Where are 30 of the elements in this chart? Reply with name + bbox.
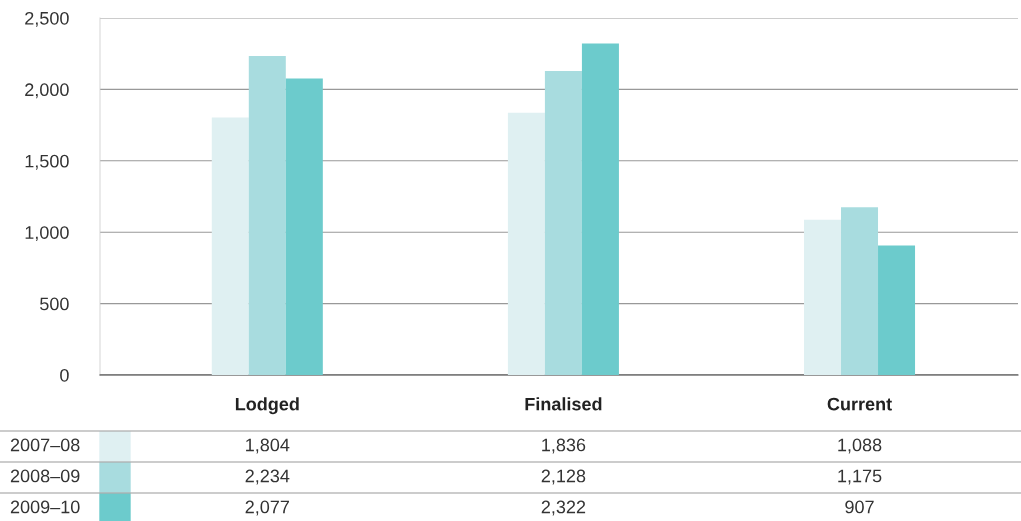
y-tick-label: 1,500	[25, 154, 69, 170]
bar	[285, 78, 323, 375]
y-tick-label: 1,000	[25, 226, 69, 242]
data-label: 1,175	[838, 469, 882, 485]
legend-label: 2007–08	[10, 438, 80, 452]
x-tick-label: Finalised	[525, 397, 602, 411]
y-tick-label: 2,500	[25, 11, 69, 27]
legend-label: 2009–10	[10, 500, 80, 514]
bar	[878, 245, 916, 375]
bar	[507, 112, 545, 375]
data-label: 2,128	[541, 469, 586, 485]
x-tick-label: Current	[827, 397, 892, 411]
bar	[804, 219, 842, 375]
data-label: 2,234	[245, 469, 290, 485]
bar	[211, 117, 249, 375]
data-label: 2,322	[541, 500, 586, 516]
bar	[841, 207, 879, 375]
data-label: 1,836	[542, 438, 586, 454]
bar	[581, 43, 619, 375]
y-tick-label: 500	[40, 297, 69, 311]
y-tick-label: 2,000	[25, 83, 69, 99]
data-label: 1,804	[246, 438, 290, 454]
x-tick-label: Lodged	[235, 397, 299, 415]
bar	[544, 71, 582, 375]
bar	[248, 55, 286, 375]
y-tick-label: 0	[60, 368, 69, 382]
data-label: 1,088	[838, 438, 882, 454]
data-label: 907	[845, 500, 874, 514]
legend-label: 2008–09	[10, 469, 80, 483]
data-label: 2,077	[245, 500, 289, 516]
